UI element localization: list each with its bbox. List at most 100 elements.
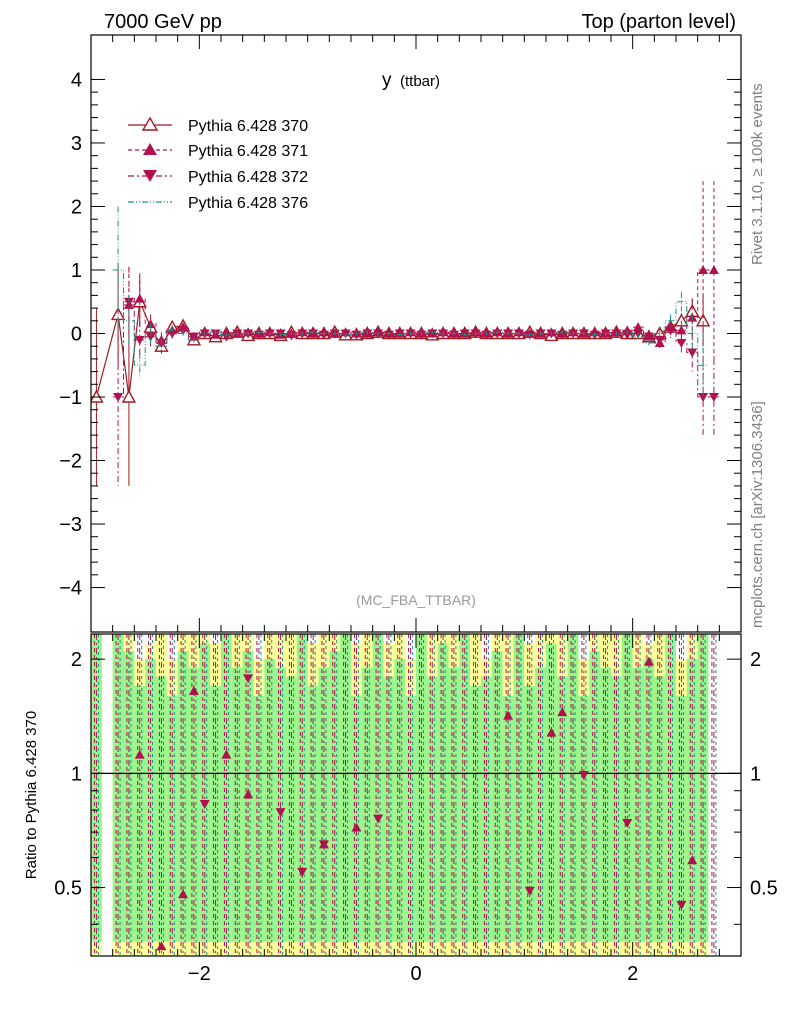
header-left: 7000 GeV pp — [104, 11, 222, 33]
data-point — [123, 297, 134, 307]
ratio-point — [297, 867, 308, 877]
series-4 — [112, 206, 709, 398]
band-green — [459, 634, 471, 942]
ratio-point — [643, 656, 654, 666]
ratio-point — [178, 889, 189, 899]
band-green — [91, 634, 102, 942]
data-point — [643, 332, 654, 342]
ratio-point — [578, 771, 589, 781]
ratio-point — [373, 814, 384, 824]
main-title-sub: (ttbar) — [400, 73, 440, 90]
triangle-down-filled-icon — [143, 170, 157, 182]
ratio-plot: 0.5 0.5 1 1 2 2 −2 0 2 Ratio to Pythia 6.428 370 — [23, 633, 778, 985]
ratio-point — [503, 710, 514, 720]
band-green — [665, 634, 676, 942]
series-steps — [112, 269, 709, 366]
y-tick-label: 2 — [71, 196, 82, 218]
band-green — [567, 634, 579, 942]
ratio-point — [243, 674, 254, 684]
band-green — [513, 634, 525, 942]
ratio-point — [524, 886, 535, 896]
band-green — [556, 676, 568, 942]
ratio-point — [687, 855, 698, 865]
legend-entry-370: Pythia 6.428 370 — [128, 116, 308, 135]
side-label-top: Rivet 3.1.10, ≥ 100k events — [749, 83, 766, 265]
band-green — [296, 634, 308, 942]
data-point — [665, 326, 676, 336]
data-point — [698, 393, 709, 403]
data-point — [145, 318, 156, 328]
legend-entry-376: Pythia 6.428 376 — [128, 195, 308, 212]
band-green — [470, 685, 481, 942]
band-green — [611, 676, 622, 942]
band-green — [221, 634, 232, 942]
band-green — [621, 634, 633, 942]
data-point — [134, 293, 145, 303]
data-point — [113, 393, 124, 403]
ratio-point — [221, 749, 232, 759]
ratio-point — [676, 900, 687, 910]
y-tick-label: −3 — [59, 514, 82, 536]
ratio-y-tick-label-right: 0.5 — [750, 878, 778, 900]
x-tick-label: 2 — [627, 963, 638, 985]
band-green — [156, 676, 167, 942]
ratio-point — [134, 749, 145, 759]
band-green — [643, 659, 655, 942]
series-line — [95, 299, 704, 398]
legend-label-371: Pythia 6.428 371 — [188, 143, 308, 160]
header-right: Top (parton level) — [581, 11, 736, 33]
ratio-point — [199, 800, 210, 810]
analysis-label: (MC_FBA_TTBAR) — [356, 592, 476, 608]
ratio-point — [156, 941, 167, 951]
band-green — [264, 659, 276, 942]
legend-label-370: Pythia 6.428 370 — [188, 118, 308, 135]
y-tick-label: −2 — [59, 451, 82, 473]
legend-entry-372: Pythia 6.428 372 — [128, 169, 308, 186]
legend-label-372: Pythia 6.428 372 — [188, 169, 308, 186]
ratio-y-tick-label: 1 — [71, 763, 82, 785]
y-tick-label: −1 — [59, 387, 82, 409]
ratio-point — [243, 789, 254, 799]
legend-label-376: Pythia 6.428 376 — [188, 195, 308, 212]
side-label-bottom: mcplots.cern.ch [arXiv:1306.3436] — [749, 401, 766, 628]
ratio-point — [546, 727, 557, 737]
data-point — [695, 313, 711, 327]
data-point — [121, 389, 137, 403]
band-green — [481, 676, 492, 942]
band-green — [697, 634, 709, 942]
band-green — [329, 651, 341, 942]
y-tick-label: 1 — [71, 260, 82, 282]
data-point — [633, 322, 644, 332]
data-point — [708, 264, 719, 274]
band-green — [145, 659, 156, 942]
main-title: y — [382, 70, 392, 91]
ratio-y-tick-label-right: 1 — [750, 763, 761, 785]
x-tick-label: −2 — [188, 963, 211, 985]
y-tick-label: −4 — [59, 578, 82, 600]
band-green — [589, 651, 601, 942]
y-tick-label: 3 — [71, 133, 82, 155]
data-point — [676, 325, 687, 335]
ratio-ylabel: Ratio to Pythia 6.428 370 — [23, 711, 40, 879]
data-point — [557, 330, 568, 340]
band-green — [112, 634, 124, 942]
triangle-up-open-icon — [141, 116, 159, 131]
main-plot: −4 −3 −2 −1 0 1 2 3 4 y (ttbar) (MC_FBA_TTBAR) — [59, 34, 742, 633]
band-green — [210, 685, 221, 942]
ratio-point — [557, 707, 568, 717]
band-green — [416, 634, 427, 942]
band-green — [686, 659, 698, 942]
band-green — [426, 676, 438, 942]
ratio-y-tick-label-right: 2 — [750, 649, 761, 671]
band-green — [491, 651, 503, 942]
data-point — [654, 335, 665, 345]
ratio-point — [318, 840, 329, 850]
x-tick-label: 0 — [410, 963, 421, 985]
triangle-up-filled-icon — [143, 143, 157, 155]
y-tick-label: 0 — [71, 324, 82, 346]
data-point — [134, 335, 145, 345]
ratio-y-tick-label: 2 — [71, 649, 82, 671]
series-3 — [112, 266, 720, 486]
band-green — [307, 685, 319, 942]
data-point — [698, 264, 709, 274]
